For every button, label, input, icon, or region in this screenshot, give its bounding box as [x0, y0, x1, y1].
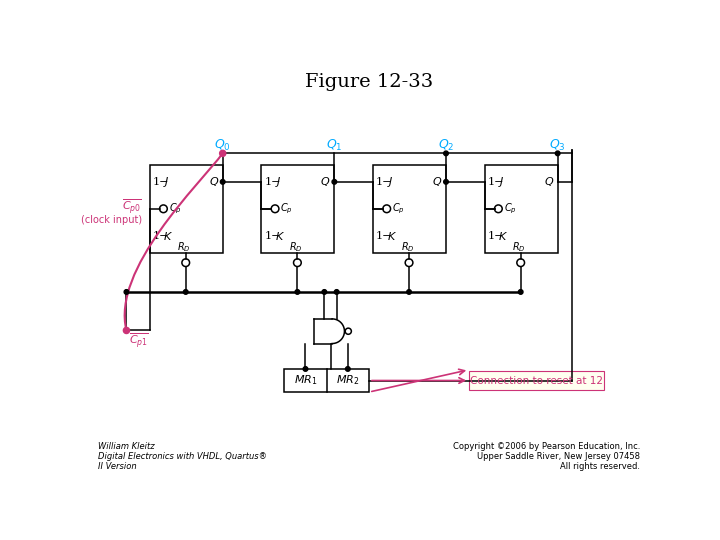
Circle shape	[123, 327, 130, 334]
Text: William Kleitz
Digital Electronics with VHDL, Quartus®
II Version: William Kleitz Digital Electronics with …	[98, 442, 267, 471]
Text: $Q_2$: $Q_2$	[438, 138, 454, 153]
Text: $J$: $J$	[387, 175, 394, 189]
Circle shape	[444, 179, 449, 184]
Circle shape	[407, 289, 411, 294]
Circle shape	[346, 367, 350, 372]
Text: 1−: 1−	[264, 231, 281, 241]
Text: $C_p$: $C_p$	[281, 201, 293, 216]
Circle shape	[184, 289, 188, 294]
Text: 1−: 1−	[264, 177, 281, 187]
Circle shape	[295, 289, 300, 294]
Circle shape	[124, 289, 129, 294]
Text: $Q$: $Q$	[432, 176, 443, 188]
Text: $Q_0$: $Q_0$	[215, 138, 231, 153]
Text: 1−: 1−	[376, 231, 392, 241]
Circle shape	[332, 179, 337, 184]
Text: $R_D$: $R_D$	[289, 240, 302, 254]
Bar	[261, 165, 334, 253]
Text: 1−: 1−	[376, 177, 392, 187]
Text: $C_p$: $C_p$	[504, 201, 516, 216]
Circle shape	[334, 289, 339, 294]
Text: Connection to reset at 12: Connection to reset at 12	[470, 375, 603, 386]
Text: $C_p$: $C_p$	[392, 201, 405, 216]
Text: Copyright ©2006 by Pearson Education, Inc.
Upper Saddle River, New Jersey 07458
: Copyright ©2006 by Pearson Education, In…	[453, 442, 640, 471]
Circle shape	[555, 151, 560, 156]
Bar	[284, 369, 369, 392]
Circle shape	[518, 289, 523, 294]
Text: 1−: 1−	[153, 177, 169, 187]
Text: 1−: 1−	[153, 231, 169, 241]
Circle shape	[220, 179, 225, 184]
Text: $MR_1$: $MR_1$	[294, 374, 318, 387]
Circle shape	[444, 151, 449, 156]
Text: $K$: $K$	[498, 230, 508, 242]
Text: $R_D$: $R_D$	[177, 240, 191, 254]
Text: $Q$: $Q$	[544, 176, 554, 188]
Text: $R_D$: $R_D$	[400, 240, 414, 254]
Text: $J$: $J$	[163, 175, 170, 189]
Bar	[373, 165, 446, 253]
Text: $C_p$: $C_p$	[168, 201, 181, 216]
Text: $R_D$: $R_D$	[513, 240, 526, 254]
Circle shape	[303, 367, 307, 372]
Text: 1−: 1−	[487, 231, 504, 241]
Text: $\overline{C_{p1}}$: $\overline{C_{p1}}$	[129, 332, 149, 351]
Bar	[469, 372, 604, 390]
Text: $K$: $K$	[163, 230, 174, 242]
Text: (clock input): (clock input)	[81, 214, 142, 225]
Text: $MR_2$: $MR_2$	[336, 374, 359, 387]
Text: $Q$: $Q$	[209, 176, 219, 188]
Text: $J$: $J$	[498, 175, 505, 189]
FancyArrowPatch shape	[125, 153, 222, 330]
Text: Figure 12-33: Figure 12-33	[305, 73, 433, 91]
Bar	[485, 165, 558, 253]
Text: $Q_1$: $Q_1$	[326, 138, 343, 153]
Text: 1−: 1−	[487, 177, 504, 187]
Text: $K$: $K$	[387, 230, 397, 242]
Text: $\overline{C_{p0}}$: $\overline{C_{p0}}$	[122, 198, 142, 217]
Text: $J$: $J$	[275, 175, 282, 189]
Text: $Q$: $Q$	[320, 176, 330, 188]
Bar	[150, 165, 222, 253]
Text: $Q_3$: $Q_3$	[549, 138, 566, 153]
Circle shape	[220, 150, 226, 157]
Text: $K$: $K$	[275, 230, 285, 242]
Circle shape	[322, 289, 327, 294]
